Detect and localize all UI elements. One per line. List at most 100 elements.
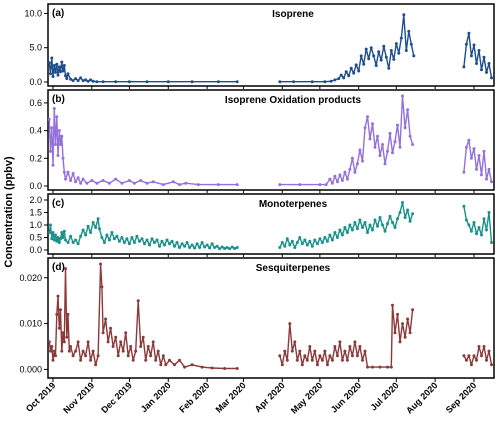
- data-point: [485, 70, 488, 74]
- data-point: [52, 349, 56, 353]
- panel-2: 0.0 0.2 0.4 0.6 (b) Isoprene Oxidation produc…: [29, 89, 495, 193]
- data-point: [350, 156, 354, 160]
- data-point: [79, 76, 83, 80]
- data-point: [280, 363, 284, 367]
- x-tick-label: Nov 2019: [61, 380, 96, 415]
- data-point: [477, 49, 481, 52]
- data-point: [86, 79, 90, 83]
- data-point: [61, 236, 65, 239]
- data-point: [308, 239, 312, 243]
- data-point: [166, 80, 170, 84]
- data-point: [362, 62, 366, 66]
- data-point: [117, 239, 121, 243]
- data-point: [56, 73, 60, 77]
- data-point: [318, 183, 322, 187]
- panel-letter: (d): [52, 262, 65, 273]
- data-point: [69, 179, 73, 182]
- data-point: [403, 126, 407, 130]
- data-point: [342, 76, 346, 80]
- data-point: [337, 77, 341, 81]
- data-point: [482, 149, 486, 153]
- data-point: [398, 145, 402, 149]
- data-point: [330, 238, 334, 242]
- data-point: [361, 159, 364, 163]
- panel-frame: [47, 193, 495, 255]
- data-point: [388, 214, 392, 218]
- data-point: [138, 239, 141, 243]
- data-point: [178, 246, 181, 249]
- data-point: [76, 242, 80, 246]
- data-point: [376, 224, 379, 228]
- data-point: [377, 50, 381, 54]
- data-point: [338, 228, 342, 232]
- data-point: [91, 349, 95, 353]
- data-point: [490, 241, 493, 244]
- data-point: [69, 345, 73, 348]
- data-point: [391, 151, 394, 155]
- data-point: [338, 340, 342, 344]
- data-point: [61, 156, 65, 160]
- data-point: [305, 243, 309, 247]
- data-point: [140, 237, 144, 241]
- data-point: [99, 262, 103, 266]
- data-point: [462, 170, 466, 174]
- x-tick-label: Aug 2020: [404, 380, 439, 415]
- data-point: [358, 218, 362, 222]
- data-point: [66, 170, 70, 174]
- data-point: [412, 54, 416, 58]
- data-point: [49, 149, 52, 153]
- y-tick-label: 5.0: [29, 43, 42, 53]
- panel-letter: (a): [52, 8, 64, 19]
- data-point: [464, 42, 468, 46]
- data-point: [347, 74, 351, 78]
- x-tick-label: Dec 2019: [99, 380, 134, 415]
- data-point: [371, 228, 374, 232]
- data-point: [190, 80, 194, 84]
- data-point: [47, 340, 51, 344]
- y-tick-label: 0.020: [19, 273, 42, 283]
- data-point: [100, 236, 104, 239]
- data-point: [56, 236, 60, 239]
- data-point: [145, 80, 149, 84]
- data-point: [195, 242, 199, 246]
- data-point: [404, 49, 408, 52]
- data-point: [353, 221, 357, 224]
- data-point: [52, 238, 56, 242]
- data-point: [91, 221, 95, 224]
- data-point: [290, 239, 294, 243]
- data-point: [54, 143, 57, 146]
- data-point: [62, 340, 66, 344]
- data-point: [74, 77, 78, 81]
- data-point: [50, 56, 54, 60]
- data-point: [111, 345, 115, 348]
- data-point: [392, 57, 396, 61]
- data-point: [59, 70, 62, 74]
- data-point: [79, 234, 83, 238]
- data-point: [293, 246, 297, 249]
- data-point: [482, 55, 486, 59]
- data-point: [350, 228, 354, 232]
- data-point: [89, 358, 93, 362]
- panel-frame: [47, 257, 495, 379]
- data-point: [399, 36, 403, 40]
- data-point: [91, 79, 95, 83]
- data-point: [393, 331, 397, 335]
- data-point: [485, 177, 488, 181]
- data-point: [475, 232, 478, 236]
- data-point: [150, 237, 154, 241]
- data-point: [462, 354, 466, 358]
- data-point: [330, 358, 334, 362]
- data-point: [343, 226, 347, 229]
- data-point: [208, 246, 212, 250]
- data-point: [130, 236, 134, 239]
- data-point: [124, 331, 128, 335]
- data-point: [101, 331, 105, 335]
- data-point: [60, 231, 64, 234]
- data-point: [403, 216, 407, 219]
- data-point: [173, 244, 176, 248]
- data-point: [358, 345, 362, 348]
- data-point: [394, 42, 398, 46]
- data-point: [233, 247, 237, 250]
- data-point: [94, 363, 98, 367]
- data-point: [200, 365, 204, 369]
